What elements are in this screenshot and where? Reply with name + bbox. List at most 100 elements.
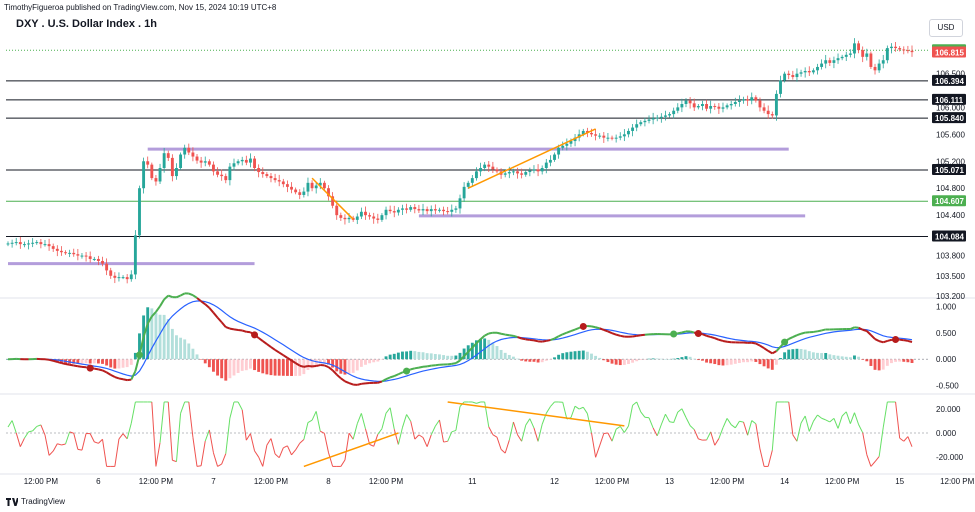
macd-histogram-bar: [746, 359, 750, 363]
candle-body: [170, 157, 174, 177]
macd-line-segment: [771, 350, 777, 355]
candle-body: [429, 209, 433, 212]
macd-line-segment: [620, 334, 625, 338]
macd-histogram-bar: [429, 353, 433, 360]
oscillator-line-segment: [615, 425, 621, 430]
macd-line-segment: [188, 292, 194, 297]
macd-line-segment: [357, 382, 362, 386]
oscillator-line-segment: [537, 424, 543, 442]
macd-tick-label: 0.000: [936, 355, 957, 364]
currency-button[interactable]: USD: [929, 19, 963, 37]
macd-line-segment: [315, 364, 321, 367]
macd-line-segment: [348, 382, 354, 386]
macd-histogram-bar: [820, 353, 824, 360]
macd-histogram-bar: [183, 339, 187, 360]
candle-body: [774, 93, 778, 116]
macd-histogram-bar: [433, 354, 437, 360]
macd-line-segment: [903, 339, 909, 342]
oscillator-line-segment: [344, 433, 350, 461]
macd-line-segment: [862, 328, 868, 332]
time-tick-label: 12:00 PM: [710, 477, 745, 486]
candle-body: [343, 217, 347, 220]
macd-line-segment: [562, 331, 568, 336]
oscillator-line-segment: [28, 430, 33, 433]
candle-body: [544, 162, 548, 168]
macd-line-segment: [204, 303, 211, 309]
oscillator-line-segment: [225, 418, 231, 454]
macd-histogram-bar: [294, 359, 298, 376]
oscillator-line-segment: [817, 414, 822, 419]
candle-body: [606, 137, 610, 139]
candle-body: [573, 137, 577, 142]
macd-histogram-bar: [170, 328, 174, 360]
candle-body: [384, 209, 388, 216]
oscillator-line-segment: [533, 427, 539, 442]
oscillator-line-segment: [726, 418, 732, 425]
candle-body: [668, 114, 672, 116]
macd-histogram-bar: [125, 359, 129, 368]
oscillator-line-segment: [611, 429, 617, 442]
macd-histogram-bar: [244, 359, 248, 371]
oscillator-line-segment: [221, 453, 227, 465]
macd-line-segment: [159, 298, 166, 307]
macd-line-segment: [689, 330, 695, 334]
oscillator-line-segment: [241, 409, 247, 441]
macd-line-segment: [517, 336, 522, 340]
candle-body: [811, 70, 815, 73]
macd-line-segment: [726, 340, 732, 344]
macd-histogram-bar: [717, 359, 721, 366]
oscillator-line-segment: [180, 401, 186, 414]
oscillator-line-segment: [422, 437, 428, 447]
candle-body: [376, 218, 380, 220]
candle-body: [820, 63, 824, 67]
candle-body: [906, 50, 910, 52]
oscillator-line-segment: [94, 441, 99, 444]
macd-line-segment: [327, 366, 334, 372]
candle-body: [885, 48, 889, 61]
macd-line-segment: [381, 378, 387, 383]
macd-histogram-bar: [890, 359, 893, 364]
oscillator-line-segment: [249, 433, 256, 451]
candle-body: [659, 116, 663, 118]
candle-body: [372, 216, 376, 219]
macd-histogram-bar: [524, 359, 528, 362]
price-tick-label: 103.500: [936, 272, 965, 281]
macd-histogram-bar: [368, 359, 372, 364]
price-label: 104.607: [935, 197, 964, 206]
oscillator-line-segment: [833, 418, 839, 429]
macd-histogram-bar: [207, 359, 211, 368]
oscillator-line-segment: [582, 406, 588, 414]
candle-body: [742, 99, 745, 101]
macd-line-segment: [558, 333, 564, 338]
oscillator-line-segment: [648, 417, 654, 429]
macd-line-segment: [751, 341, 757, 345]
macd-line-segment: [570, 328, 576, 333]
candle-body: [750, 97, 754, 101]
macd-line-segment: [521, 337, 526, 341]
macd-histogram-bar: [380, 359, 384, 360]
candle-body: [80, 255, 84, 257]
macd-histogram-bar: [598, 357, 602, 360]
macd-line-segment: [299, 364, 305, 368]
candle-body: [474, 171, 478, 179]
candle-body: [594, 134, 598, 136]
macd-histogram-bar: [203, 359, 207, 364]
candle-body: [569, 141, 573, 144]
price-label-box: [932, 163, 966, 175]
candle-body: [327, 188, 330, 197]
macd-line-segment: [475, 338, 482, 344]
macd-line-segment: [303, 365, 309, 368]
time-tick-label: 14: [780, 477, 789, 486]
candle-body: [335, 205, 339, 216]
macd-histogram-bar: [643, 359, 647, 360]
macd-histogram-bar: [248, 359, 252, 369]
tradingview-logo[interactable]: TradingView: [6, 497, 65, 506]
macd-histogram-bar: [228, 359, 232, 379]
candle-body: [47, 244, 51, 247]
oscillator-line-segment: [545, 406, 551, 414]
macd-histogram-bar: [787, 349, 791, 360]
candle-body: [766, 110, 770, 115]
macd-line-segment: [61, 362, 66, 365]
oscillator-line-segment: [397, 427, 403, 445]
